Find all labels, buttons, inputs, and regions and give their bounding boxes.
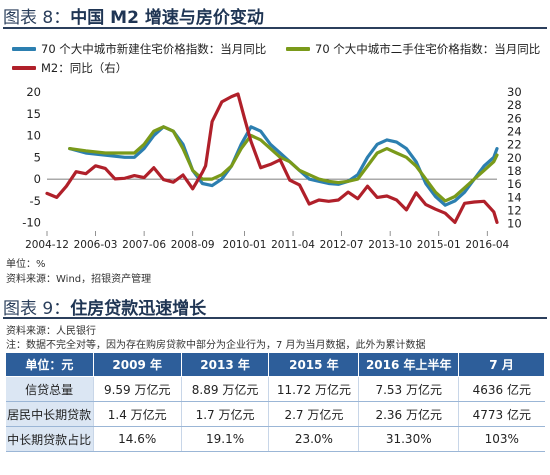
table-cell: 2.36 万亿元 (358, 401, 460, 427)
table-header-cell: 2009 年 (92, 352, 182, 377)
y-left-tick-label: 0 (34, 172, 41, 186)
table-cell: 31.30% (358, 426, 460, 452)
table-header-cell: 2016 年上半年 (358, 352, 460, 377)
table-header-cell: 7 月 (458, 352, 545, 377)
y-right-tick-label: 18 (507, 164, 522, 178)
resale-home-price-line (68, 125, 499, 203)
legend-label-new-home: 70 个大中城市新建住宅价格指数：当月同比 (41, 42, 267, 56)
figure9-title: 图表 9：住房贷款迅速增长 (3, 294, 206, 319)
y-right-tick-label: 16 (507, 177, 522, 191)
table-row-header: 中长期贷款占比 (5, 426, 94, 452)
y-right-tick-label: 14 (507, 190, 522, 204)
figure9-source-note: 资料来源：人民银行 (6, 326, 96, 337)
y-left-tick-label: 20 (26, 85, 41, 99)
table-header-cell: 2013 年 (180, 352, 270, 377)
table-cell: 7.53 万亿元 (358, 376, 460, 402)
figure9-title-number: 图表 9 (3, 299, 54, 319)
table-cell: 2.7 万亿元 (268, 401, 360, 427)
table-row: 居民中长期贷款 1.4 万亿元 1.7 万亿元 2.7 万亿元 2.36 万亿元… (5, 401, 545, 427)
y-left-tick-label: -5 (30, 194, 41, 208)
table-row-header: 信贷总量 (5, 376, 94, 402)
table-cell: 23.0% (268, 426, 360, 452)
x-tick-label: 2007-06 (122, 239, 166, 251)
y-right-tick-label: 22 (507, 138, 522, 152)
figure8-title-separator: ： (53, 8, 71, 28)
figure9-remark-note: 注：数据不完全对等，因为存在购房贷款中部分为企业行为，7 月为当月数据，此外为累… (6, 340, 426, 351)
x-tick-label: 2012-07 (320, 239, 364, 251)
table-row: 中长期贷款占比 14.6% 19.1% 23.0% 31.30% 103% (5, 426, 545, 452)
table-row: 信贷总量 9.59 万亿元 8.89 万亿元 11.72 万亿元 7.53 万亿… (5, 376, 545, 402)
y-right-tick-label: 24 (507, 125, 522, 139)
table-cell: 14.6% (93, 426, 182, 452)
x-tick-label: 2010-01 (223, 239, 267, 251)
legend-label-resale-home: 70 个大中城市二手住宅价格指数：当月同比 (315, 42, 541, 56)
table-cell: 4636 亿元 (458, 376, 545, 402)
figure8-title: 图表 8：中国 M2 增速与房价变动 (3, 3, 264, 28)
table-header-cell: 2015 年 (268, 352, 360, 377)
y-left-tick-label: 10 (26, 129, 41, 143)
table-cell: 1.7 万亿元 (181, 401, 270, 427)
table-cell: 8.89 万亿元 (181, 376, 270, 402)
table-cell: 11.72 万亿元 (268, 376, 360, 402)
y-right-tick-label: 20 (507, 151, 522, 165)
table-header-row: 单位：元 2009 年 2013 年 2015 年 2016 年上半年 7 月 (5, 352, 545, 377)
x-tick-label: 2004-12 (25, 239, 69, 251)
y-left-tick-label: 5 (34, 150, 41, 164)
x-tick-label: 2016-04 (465, 239, 509, 251)
table-cell: 9.59 万亿元 (93, 376, 182, 402)
figure8-title-rule (3, 27, 547, 29)
y-right-tick-label: 12 (507, 204, 522, 218)
x-tick-label: 2011-04 (271, 239, 315, 251)
y-right-tick-label: 10 (507, 217, 522, 231)
figure9-title-rule (3, 317, 547, 319)
m2-growth-line (45, 92, 499, 224)
legend-swatch-m2 (12, 66, 36, 70)
y-left-tick-label: 15 (26, 107, 41, 121)
table-cell: 103% (458, 426, 545, 452)
x-tick-label: 2015-01 (417, 239, 461, 251)
x-tick-label: 2006-03 (74, 239, 118, 251)
legend-swatch-new-home (12, 47, 36, 51)
y-left-tick-label: -10 (22, 216, 41, 230)
legend-entry-m2: M2：同比（右） (12, 60, 127, 76)
table-cell: 19.1% (181, 426, 270, 452)
table-cell: 4773 亿元 (458, 401, 545, 427)
legend-label-m2: M2：同比（右） (41, 61, 128, 75)
x-tick-label: 2013-10 (368, 239, 412, 251)
y-right-tick-label: 28 (507, 98, 522, 112)
table-header-cell: 单位：元 (5, 352, 94, 377)
unit-note: 单位：% (6, 259, 46, 270)
legend-entry-resale-home: 70 个大中城市二手住宅价格指数：当月同比 (286, 41, 540, 57)
figure9-title-separator: ： (53, 299, 71, 319)
x-tick-label: 2008-09 (171, 239, 215, 251)
m2-house-price-chart: -10-50510152010121416182022242628302004-… (22, 85, 522, 251)
table-row-header: 居民中长期贷款 (5, 401, 94, 427)
legend-entry-new-home: 70 个大中城市新建住宅价格指数：当月同比 (12, 41, 266, 57)
housing-loan-table: 单位：元 2009 年 2013 年 2015 年 2016 年上半年 7 月 … (5, 352, 545, 452)
figure8-source-note: 资料来源：Wind，招银资产管理 (6, 274, 152, 285)
figure8-title-number: 图表 8 (3, 8, 54, 28)
figure8-title-text: 中国 M2 增速与房价变动 (70, 8, 264, 28)
y-right-tick-label: 26 (507, 111, 522, 125)
figure9-title-text: 住房贷款迅速增长 (70, 299, 207, 319)
legend-swatch-resale-home (286, 47, 310, 51)
table-cell: 1.4 万亿元 (93, 401, 182, 427)
y-right-tick-label: 30 (507, 85, 522, 99)
